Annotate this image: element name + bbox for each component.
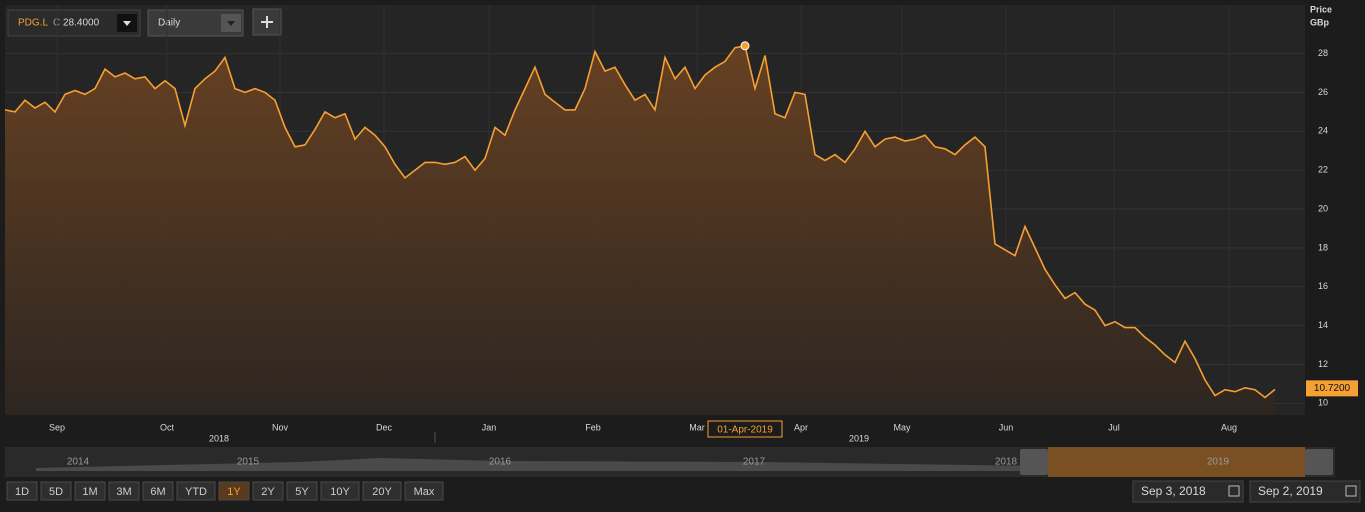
navigator-handle[interactable] [1020, 449, 1048, 475]
range-button[interactable] [320, 481, 360, 501]
range-button-label: 6M [150, 486, 165, 498]
x-tick-label: Nov [272, 422, 289, 432]
y-tick-label: 18 [1318, 242, 1328, 252]
x-tick-label: Jul [1108, 422, 1120, 432]
range-button-label: 1D [15, 486, 29, 498]
calendar-icon[interactable] [1228, 485, 1240, 497]
navigator-year: 2015 [237, 457, 260, 468]
date-text: Sep 2, 2019 [1258, 484, 1323, 498]
navigator-year: 2019 [1207, 457, 1230, 468]
x-tick-label: May [893, 422, 911, 432]
range-button[interactable] [218, 481, 250, 501]
hover-point [740, 41, 750, 51]
range-button[interactable] [74, 481, 106, 501]
y-tick-label: 28 [1318, 48, 1328, 58]
x-tick-label: Apr [794, 422, 808, 432]
navigator-handle[interactable] [1305, 449, 1333, 475]
range-button-label: 5Y [295, 486, 309, 498]
navigator-area [36, 458, 1040, 471]
symbol: PDG.L [18, 18, 48, 29]
y-tick-label: 12 [1318, 359, 1328, 369]
plus-icon [261, 16, 273, 28]
range-button-label: 3M [116, 486, 131, 498]
range-button[interactable] [252, 481, 284, 501]
x-tick-label: Mar [689, 422, 705, 432]
range-button[interactable] [142, 481, 174, 501]
price-area [5, 45, 1275, 416]
y-tick-label: 24 [1318, 126, 1328, 136]
close-value: 28.4000 [63, 18, 100, 29]
x-tick-label: Sep [49, 422, 65, 432]
x-tick-label: Dec [376, 422, 393, 432]
x-tick-label: Jan [482, 422, 497, 432]
range-button[interactable] [286, 481, 318, 501]
y-tick-label: 20 [1318, 203, 1328, 213]
y-tick-label: 26 [1318, 87, 1328, 97]
range-button-label: 1M [82, 486, 97, 498]
range-button-label: 5D [49, 486, 63, 498]
x-tick-label: Aug [1221, 422, 1237, 432]
date-text: Sep 3, 2018 [1141, 484, 1206, 498]
hover-date: 01-Apr-2019 [717, 425, 773, 436]
year-label: 2018 [209, 433, 229, 443]
range-button-label: YTD [185, 486, 207, 498]
y-tick-label: 22 [1318, 165, 1328, 175]
navigator-year: 2017 [743, 457, 766, 468]
y-axis-unit: GBp [1310, 17, 1330, 27]
x-tick-label: Jun [999, 422, 1014, 432]
y-tick-label: 10 [1318, 398, 1328, 408]
range-button-label: Max [414, 486, 435, 498]
last-price-box [1306, 380, 1358, 397]
range-button-label: 2Y [261, 486, 275, 498]
y-axis-label: Price [1310, 4, 1332, 14]
interval: Daily [158, 18, 180, 29]
range-button[interactable] [6, 481, 38, 501]
date-field[interactable] [1132, 480, 1244, 503]
y-tick-label: 14 [1318, 320, 1328, 330]
navigator-selection[interactable] [1048, 447, 1305, 477]
range-button-label: 10Y [330, 486, 350, 498]
year-label: 2019 [849, 433, 869, 443]
range-button[interactable] [176, 481, 216, 501]
calendar-icon[interactable] [1345, 485, 1357, 497]
range-button-label: 20Y [372, 486, 392, 498]
hover-date-box [707, 420, 783, 438]
x-tick-label: Feb [585, 422, 601, 432]
date-field[interactable] [1249, 480, 1361, 503]
range-button[interactable] [362, 481, 402, 501]
range-button[interactable] [108, 481, 140, 501]
range-button[interactable] [40, 481, 72, 501]
y-tick-label: 16 [1318, 281, 1328, 291]
arrow-icon [227, 21, 235, 26]
x-tick-label: Oct [160, 422, 175, 432]
navigator-year: 2018 [995, 457, 1018, 468]
navigator-year: 2014 [67, 457, 90, 468]
arrow-icon [123, 21, 131, 26]
navigator-year: 2016 [489, 457, 512, 468]
last-price-label: 10.7200 [1314, 383, 1351, 394]
price-line [4, 44, 1276, 399]
range-button[interactable] [404, 481, 444, 501]
range-button-label: 1Y [227, 486, 241, 498]
